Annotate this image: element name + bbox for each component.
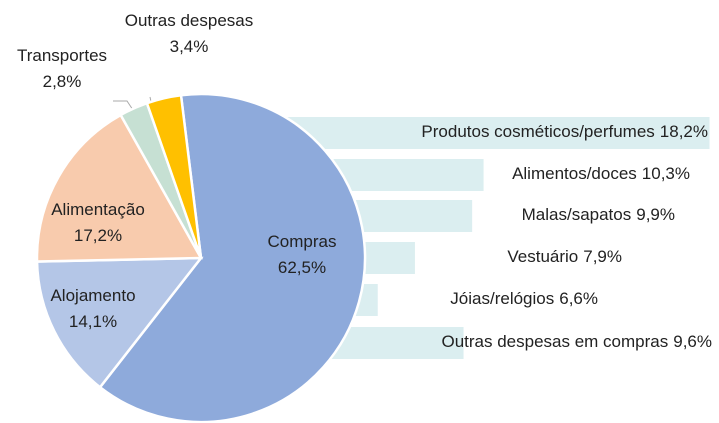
slice-label-part: Alimentação bbox=[51, 200, 145, 219]
slice-label-part: Compras bbox=[268, 232, 337, 251]
slice-label-part: Outras despesas bbox=[125, 11, 254, 30]
bar-label-part: Vestuário bbox=[507, 247, 578, 266]
bar-label: Vestuário 7,9% bbox=[507, 247, 622, 266]
slice-label-part: 3,4% bbox=[170, 37, 209, 56]
bar-label-part: 9,6% bbox=[673, 332, 712, 351]
bar-label-part: 10,3% bbox=[642, 164, 690, 183]
slice-label: Alojamento 14,1% bbox=[50, 286, 135, 331]
slice-label-part: Alojamento bbox=[50, 286, 135, 305]
slice-label-part: 14,1% bbox=[69, 312, 117, 331]
pie-slice bbox=[35, 256, 204, 389]
slice-label: Alimentação 17,2% bbox=[51, 200, 145, 245]
slice-label-part: 62,5% bbox=[278, 258, 326, 277]
bar-label-part: Alimentos/doces bbox=[512, 164, 637, 183]
slice-label-part: 2,8% bbox=[43, 72, 82, 91]
pie-slice bbox=[145, 93, 203, 259]
pie-slice bbox=[35, 113, 204, 263]
bar-label-part: 6,6% bbox=[559, 289, 598, 308]
bar-label-part: 7,9% bbox=[583, 247, 622, 266]
pie-slice bbox=[98, 92, 367, 423]
slice-label: Outras despesas 3,4% bbox=[125, 11, 254, 56]
slice-label-part: Transportes bbox=[17, 46, 107, 65]
bar-label: Jóias/relógios 6,6% bbox=[450, 289, 598, 308]
bar-label-part: Produtos cosméticos/perfumes bbox=[421, 122, 654, 141]
slice-label: Transportes 2,8% bbox=[17, 46, 107, 91]
bar-label: Outras despesas em compras 9,6% bbox=[441, 332, 712, 351]
bar-label-part: Jóias/relógios bbox=[450, 289, 554, 308]
bar-label: Malas/sapatos 9,9% bbox=[522, 205, 675, 224]
bar-label-part: Malas/sapatos bbox=[522, 205, 632, 224]
bar-label: Produtos cosméticos/perfumes 18,2% bbox=[421, 122, 708, 141]
slice-label: Compras 62,5% bbox=[268, 232, 337, 277]
bar-label-part: Outras despesas em compras bbox=[441, 332, 668, 351]
slice-label-part: 17,2% bbox=[74, 226, 122, 245]
bar-label: Alimentos/doces 10,3% bbox=[512, 164, 690, 183]
bar-label-part: 18,2% bbox=[660, 122, 708, 141]
bar-label-part: 9,9% bbox=[636, 205, 675, 224]
